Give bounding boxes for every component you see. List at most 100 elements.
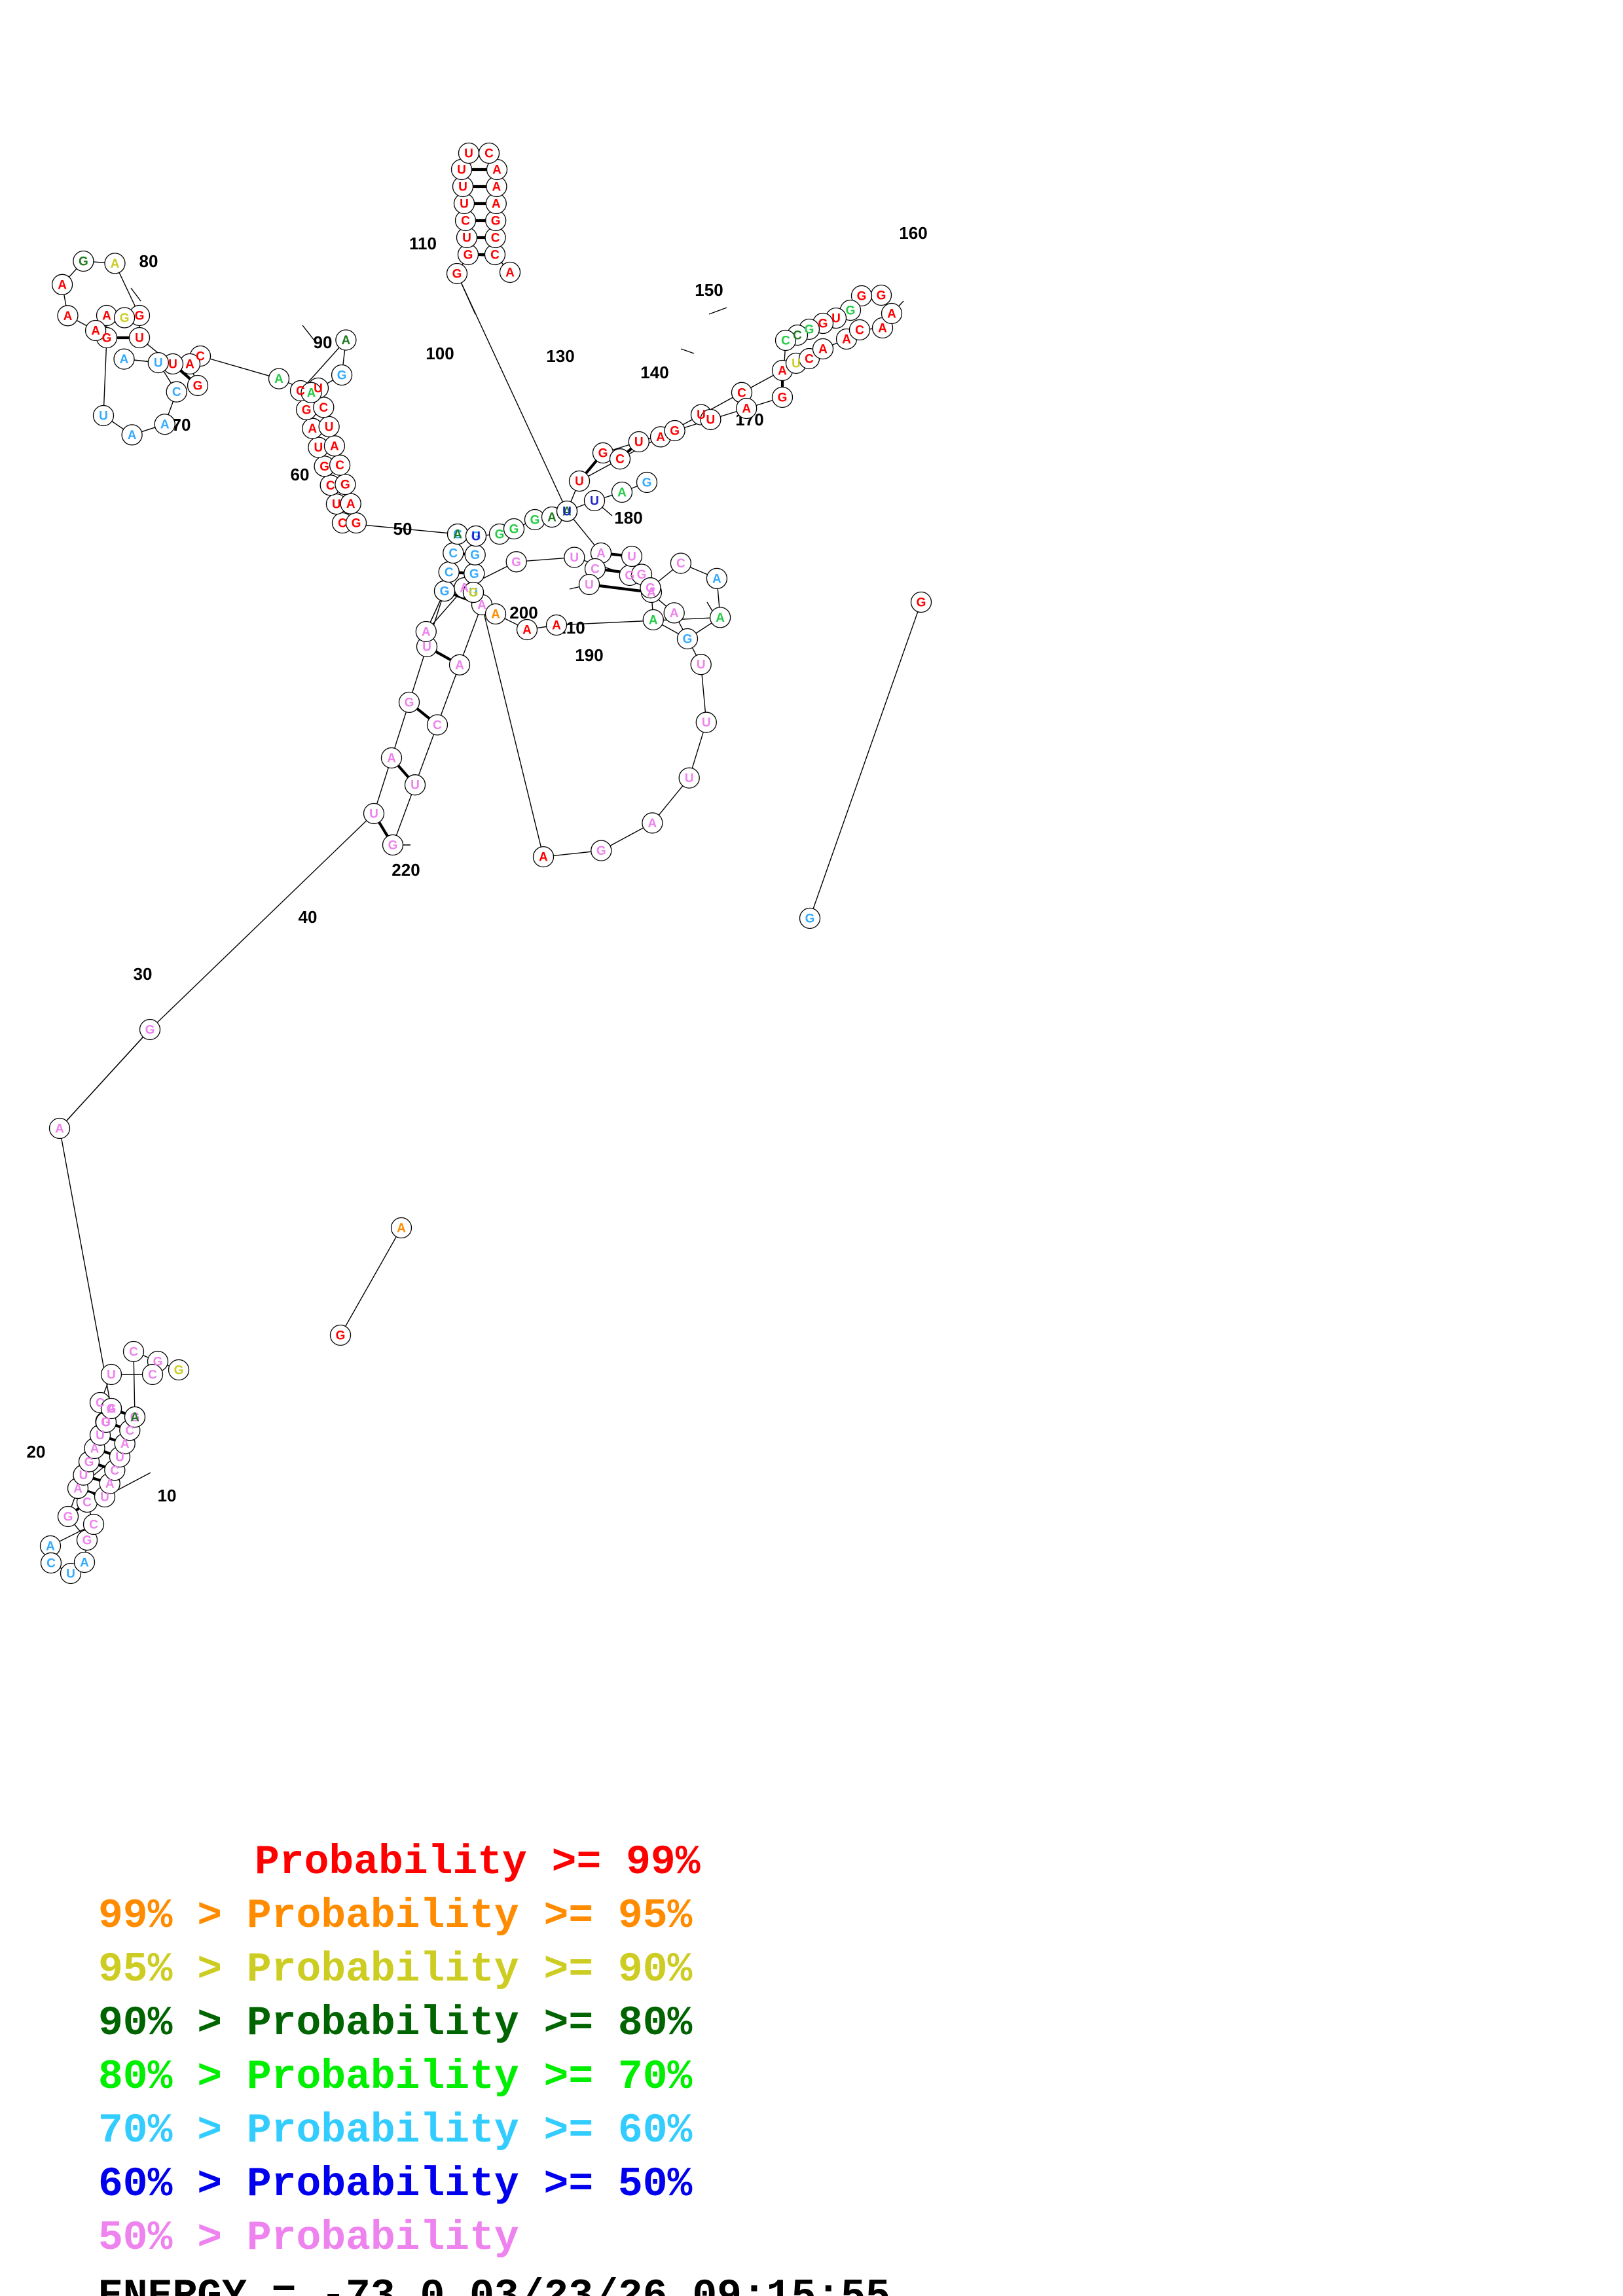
svg-text:U: U bbox=[462, 232, 471, 245]
svg-text:A: A bbox=[58, 278, 67, 292]
svg-text:50: 50 bbox=[393, 519, 412, 539]
svg-text:A: A bbox=[742, 403, 751, 416]
svg-text:G: G bbox=[145, 1024, 155, 1037]
svg-text:C: C bbox=[82, 1496, 92, 1510]
svg-text:G: G bbox=[79, 255, 88, 269]
svg-text:ENERGY = -73.0 03/23/26 09:15: ENERGY = -73.0 03/23/26 09:15:55 bbox=[98, 2273, 890, 2296]
svg-text:C: C bbox=[676, 557, 685, 571]
svg-text:70% > Probability >= 60%: 70% > Probability >= 60% bbox=[98, 2108, 693, 2154]
svg-text:C: C bbox=[89, 1518, 98, 1532]
svg-text:G: G bbox=[511, 556, 521, 569]
svg-text:A: A bbox=[387, 752, 396, 766]
svg-text:G: G bbox=[193, 380, 203, 393]
svg-text:G: G bbox=[452, 268, 462, 281]
svg-text:A: A bbox=[80, 1556, 89, 1570]
svg-text:G: G bbox=[174, 1364, 184, 1378]
svg-text:U: U bbox=[706, 414, 716, 427]
svg-text:G: G bbox=[107, 1403, 117, 1416]
svg-text:G: G bbox=[82, 1534, 92, 1548]
svg-text:G: G bbox=[917, 596, 926, 610]
svg-text:U: U bbox=[154, 357, 163, 370]
svg-text:G: G bbox=[857, 290, 867, 304]
svg-text:30: 30 bbox=[134, 964, 153, 984]
svg-text:130: 130 bbox=[546, 346, 574, 366]
svg-text:150: 150 bbox=[695, 280, 723, 300]
svg-text:A: A bbox=[617, 486, 627, 500]
svg-text:G: G bbox=[683, 633, 693, 647]
svg-text:G: G bbox=[470, 548, 480, 562]
svg-text:A: A bbox=[842, 333, 851, 347]
svg-text:A: A bbox=[712, 572, 721, 586]
svg-text:U: U bbox=[460, 198, 469, 211]
svg-text:A: A bbox=[460, 582, 469, 596]
svg-text:G: G bbox=[642, 476, 652, 490]
svg-text:G: G bbox=[670, 425, 680, 439]
svg-text:G: G bbox=[530, 514, 540, 528]
svg-text:110: 110 bbox=[409, 234, 437, 253]
svg-text:G: G bbox=[846, 304, 856, 318]
svg-text:A: A bbox=[128, 429, 137, 442]
svg-text:60% > Probability >= 50%: 60% > Probability >= 50% bbox=[98, 2161, 693, 2208]
svg-text:A: A bbox=[596, 547, 606, 561]
svg-text:A: A bbox=[46, 1540, 55, 1554]
svg-text:G: G bbox=[135, 310, 145, 323]
svg-text:G: G bbox=[340, 478, 350, 492]
svg-text:A: A bbox=[120, 353, 129, 367]
svg-text:G: G bbox=[805, 912, 815, 926]
svg-text:G: G bbox=[464, 249, 473, 262]
svg-text:U: U bbox=[697, 408, 706, 422]
svg-text:A: A bbox=[55, 1122, 64, 1136]
svg-text:A: A bbox=[455, 658, 464, 672]
svg-text:C: C bbox=[433, 719, 442, 732]
svg-text:A: A bbox=[491, 608, 500, 622]
svg-text:G: G bbox=[84, 1456, 94, 1469]
svg-text:U: U bbox=[115, 1451, 124, 1465]
svg-text:A: A bbox=[818, 343, 828, 357]
svg-text:A: A bbox=[342, 334, 351, 348]
svg-text:G: G bbox=[596, 844, 606, 858]
svg-text:U: U bbox=[562, 505, 572, 519]
svg-text:G: G bbox=[469, 567, 479, 581]
svg-text:A: A bbox=[102, 310, 111, 323]
svg-text:C: C bbox=[445, 566, 454, 580]
svg-text:C: C bbox=[737, 386, 746, 400]
svg-text:A: A bbox=[716, 611, 725, 625]
svg-text:C: C bbox=[96, 1397, 105, 1410]
svg-text:G: G bbox=[625, 569, 634, 583]
svg-text:G: G bbox=[319, 460, 329, 474]
svg-text:A: A bbox=[552, 619, 561, 633]
svg-text:G: G bbox=[877, 289, 886, 303]
svg-text:C: C bbox=[125, 1424, 134, 1438]
svg-text:U: U bbox=[135, 332, 144, 346]
svg-text:95% > Probability >= 90%: 95% > Probability >= 90% bbox=[98, 1946, 693, 1993]
svg-text:G: G bbox=[337, 369, 347, 383]
svg-text:A: A bbox=[90, 1443, 100, 1456]
svg-text:G: G bbox=[440, 585, 450, 599]
svg-text:C: C bbox=[461, 215, 470, 228]
svg-text:200: 200 bbox=[509, 603, 538, 622]
svg-text:50% > Probability: 50% > Probability bbox=[98, 2215, 519, 2261]
svg-text:U: U bbox=[458, 181, 467, 194]
svg-text:A: A bbox=[120, 1437, 130, 1451]
svg-text:G: G bbox=[778, 391, 788, 405]
svg-text:C: C bbox=[110, 1464, 119, 1478]
svg-text:A: A bbox=[670, 607, 679, 620]
svg-text:80: 80 bbox=[139, 251, 158, 271]
svg-text:160: 160 bbox=[899, 223, 927, 243]
svg-text:U: U bbox=[702, 716, 711, 730]
svg-text:A: A bbox=[887, 308, 896, 321]
svg-text:A: A bbox=[778, 365, 787, 378]
svg-text:20: 20 bbox=[27, 1442, 46, 1462]
svg-text:G: G bbox=[805, 323, 814, 337]
svg-text:A: A bbox=[308, 422, 317, 436]
svg-text:C: C bbox=[484, 147, 494, 161]
svg-text:A: A bbox=[522, 624, 532, 637]
svg-text:40: 40 bbox=[299, 907, 318, 927]
svg-text:U: U bbox=[325, 420, 334, 434]
svg-text:C: C bbox=[805, 353, 814, 367]
svg-text:A: A bbox=[505, 266, 515, 280]
svg-text:U: U bbox=[100, 1491, 109, 1505]
svg-text:U: U bbox=[101, 1416, 111, 1430]
svg-text:G: G bbox=[598, 447, 608, 461]
svg-text:90% > Probability >= 80%: 90% > Probability >= 80% bbox=[98, 2000, 693, 2047]
